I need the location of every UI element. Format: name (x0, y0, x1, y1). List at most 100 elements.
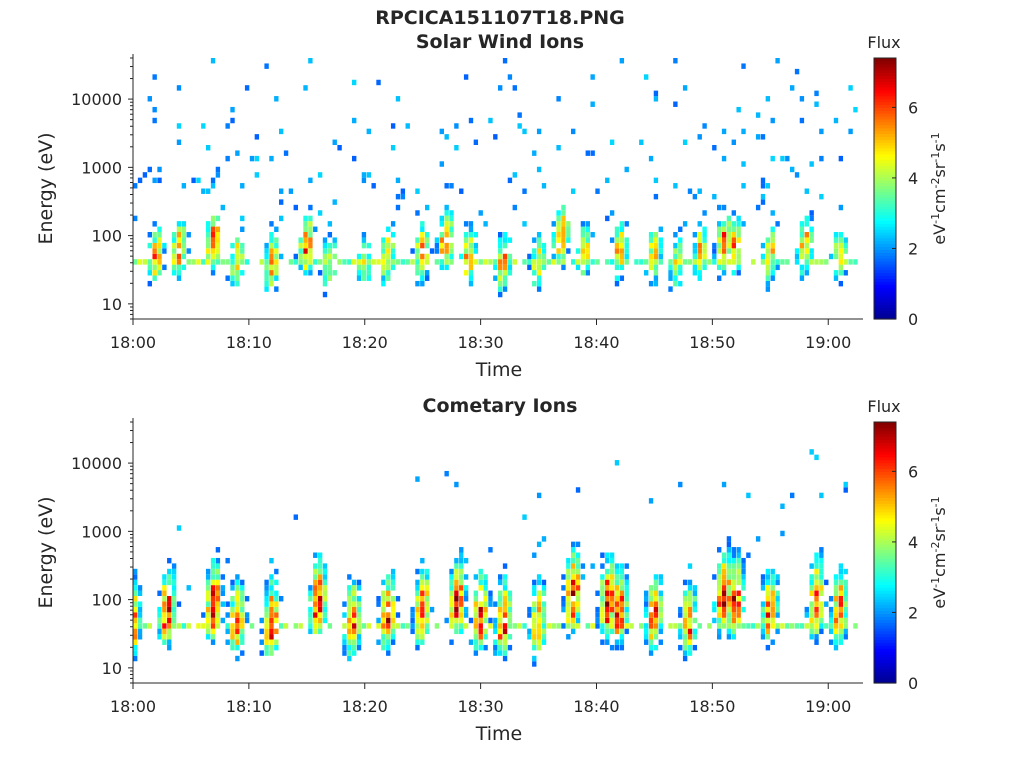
flux-cell (220, 617, 225, 624)
flux-cell (215, 601, 221, 607)
flux-cell (274, 96, 279, 102)
flux-cell (176, 123, 182, 129)
flux-cell (614, 644, 620, 651)
flux-cell (619, 596, 625, 602)
flux-cell (449, 215, 454, 222)
flux-cell (390, 221, 396, 227)
flux-cell (420, 612, 425, 618)
flux-cell (269, 574, 274, 580)
flux-cell (512, 259, 517, 265)
flux-cell (532, 585, 537, 591)
flux-cell (483, 644, 488, 651)
flux-cell (176, 85, 182, 91)
colorbar-segment (874, 648, 896, 652)
colorbar-segment (874, 569, 896, 574)
flux-cell (332, 139, 337, 145)
flux-cell (264, 585, 269, 591)
flux-cell (595, 612, 600, 618)
flux-cell (390, 232, 396, 238)
flux-cell (298, 242, 303, 249)
flux-cell (420, 242, 425, 249)
flux-cell (697, 270, 702, 276)
flux-cell (760, 177, 766, 184)
flux-cell (269, 644, 274, 651)
flux-cell (356, 585, 362, 591)
flux-cell (235, 644, 240, 651)
flux-cell (162, 590, 167, 596)
flux-cell (736, 568, 741, 575)
flux-cell (488, 617, 493, 624)
flux-cell (673, 623, 678, 629)
flux-cell (741, 596, 746, 602)
flux-cell (381, 275, 386, 281)
flux-cell (517, 123, 522, 129)
flux-cell (804, 215, 809, 222)
flux-cell (536, 259, 542, 265)
flux-cell (566, 585, 571, 591)
colorbar-segment (874, 139, 896, 143)
flux-cell (522, 221, 527, 227)
flux-cell (313, 596, 318, 602)
flux-cell (702, 123, 707, 129)
flux-cell (322, 248, 328, 254)
flux-cell (459, 623, 464, 629)
flux-cell (240, 596, 245, 602)
flux-cell (731, 557, 736, 564)
flux-cell (235, 617, 240, 624)
flux-cell (770, 275, 775, 281)
flux-cell (425, 606, 430, 613)
flux-cell (580, 248, 586, 254)
flux-cell (264, 275, 269, 281)
flux-cell (794, 623, 800, 629)
flux-cell (717, 547, 722, 553)
flux-cell (585, 623, 590, 629)
flux-cell (171, 574, 177, 580)
flux-cell (571, 563, 576, 569)
flux-cell (658, 259, 663, 265)
flux-cell (181, 253, 187, 260)
flux-cell (386, 585, 391, 591)
flux-cell (853, 623, 858, 629)
flux-cell (210, 557, 216, 564)
flux-cell (264, 259, 269, 265)
flux-cell (678, 628, 683, 635)
flux-cell (624, 259, 629, 265)
flux-cell (176, 242, 182, 249)
flux-cell (731, 634, 736, 640)
flux-cell (532, 661, 537, 667)
flux-cell (736, 623, 741, 629)
flux-cell (619, 568, 625, 575)
colorbar-segment (874, 136, 896, 140)
flux-cell (605, 612, 610, 618)
colorbar-segment (874, 69, 896, 74)
flux-cell (536, 275, 542, 281)
flux-cell (682, 606, 688, 613)
flux-cell (498, 237, 503, 243)
flux-cell (692, 617, 698, 624)
flux-cell (206, 634, 211, 640)
flux-cell (838, 585, 844, 591)
flux-cell (843, 590, 848, 596)
colorbar-segment (874, 668, 896, 672)
flux-cell (210, 634, 216, 640)
x-tick-label: 18:50 (689, 333, 735, 352)
flux-cell (765, 623, 771, 629)
flux-cell (717, 612, 722, 618)
colorbar-tick-label: 0 (908, 674, 918, 693)
flux-cell (478, 639, 483, 645)
flux-cell (386, 237, 391, 243)
flux-cell (697, 188, 702, 194)
flux-cell (449, 221, 454, 227)
flux-cell (488, 623, 493, 629)
flux-cell (629, 623, 634, 629)
flux-cell (244, 85, 250, 91)
colorbar-segment (874, 436, 896, 440)
flux-cell (463, 237, 469, 243)
flux-cell (614, 639, 620, 645)
flux-cell (619, 579, 625, 586)
flux-cell (571, 579, 576, 586)
flux-cell (463, 242, 469, 249)
flux-cell (454, 590, 459, 596)
flux-cell (717, 221, 722, 227)
flux-cell (313, 590, 318, 596)
